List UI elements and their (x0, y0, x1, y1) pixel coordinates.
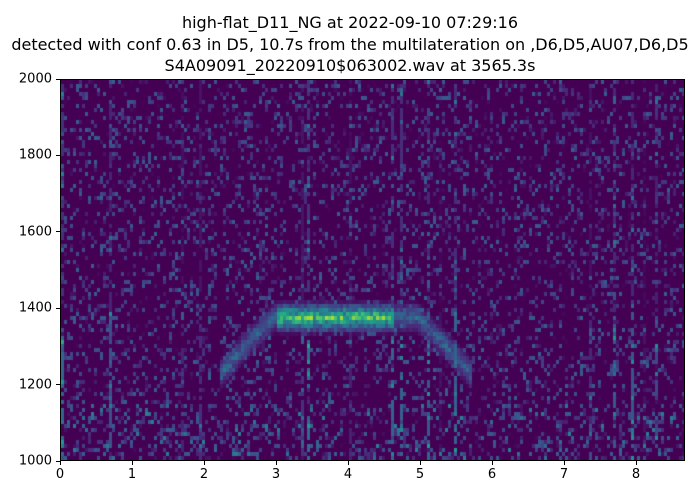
spectrogram-heatmap (61, 80, 684, 460)
y-tick-label: 1400 (18, 300, 52, 316)
x-tick-label: 5 (415, 467, 425, 482)
x-tick-mark (131, 461, 133, 465)
x-tick-label: 8 (631, 467, 641, 482)
plot-area (60, 79, 685, 461)
y-tick-mark (56, 460, 60, 462)
y-tick-mark (56, 154, 60, 156)
x-tick-label: 2 (199, 467, 209, 482)
x-tick-label: 0 (55, 467, 65, 482)
chart-title-line-3: S4A09091_20220910$063002.wav at 3565.3s (164, 56, 536, 75)
x-tick-label: 1 (127, 467, 137, 482)
x-tick-mark (419, 461, 421, 465)
y-tick-label: 1600 (18, 224, 52, 240)
y-tick-mark (56, 384, 60, 386)
x-tick-mark (59, 461, 61, 465)
x-tick-label: 3 (271, 467, 281, 482)
x-tick-mark (635, 461, 637, 465)
x-tick-label: 4 (343, 467, 353, 482)
chart-title-line-1: high-flat_D11_NG at 2022-09-10 07:29:16 (181, 13, 519, 32)
y-tick-label: 1200 (18, 377, 52, 393)
x-tick-mark (563, 461, 565, 465)
x-tick-mark (347, 461, 349, 465)
y-tick-label: 2000 (18, 71, 52, 87)
y-tick-mark (56, 231, 60, 233)
y-tick-label: 1800 (18, 147, 52, 163)
chart-title-line-2: detected with conf 0.63 in D5, 10.7s fro… (11, 35, 689, 54)
x-tick-mark (203, 461, 205, 465)
y-tick-mark (56, 307, 60, 309)
x-tick-label: 7 (559, 467, 569, 482)
x-tick-mark (275, 461, 277, 465)
x-tick-label: 6 (487, 467, 497, 482)
x-tick-mark (491, 461, 493, 465)
y-tick-mark (56, 78, 60, 80)
y-tick-label: 1000 (18, 453, 52, 469)
